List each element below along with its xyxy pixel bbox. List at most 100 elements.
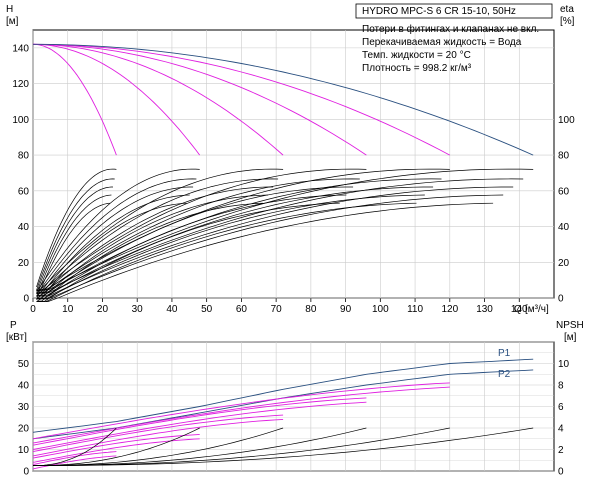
top-ytick-right-label: 40 <box>558 222 570 233</box>
eta-curve-1-3 <box>36 186 113 294</box>
top-xtick-label: 60 <box>236 304 248 315</box>
chart-title: HYDRO MPC-S 6 CR 15-10, 50Hz <box>362 6 516 17</box>
top-xtick-label: 140 <box>511 304 528 315</box>
eta-curve-4-1 <box>36 168 367 292</box>
eta-curve-6-4 <box>36 194 504 300</box>
top-ylabel-right: eta <box>560 4 574 15</box>
bottom-ylabel: P <box>10 320 17 331</box>
power-magenta-2-1 <box>32 433 200 459</box>
top-xtick-label: 30 <box>132 304 144 315</box>
eta-curve-2-5 <box>36 202 187 302</box>
power-magenta-1-1 <box>32 451 117 466</box>
top-ytick-label: 140 <box>12 43 29 54</box>
top-xtick-label: 70 <box>271 304 283 315</box>
top-ytick-label: 20 <box>18 258 30 269</box>
top-xtick-label: 130 <box>476 304 493 315</box>
top-xtick-label: 40 <box>166 304 178 315</box>
top-ytick-right-label: 60 <box>558 186 570 197</box>
bottom-ytick-label: 40 <box>18 381 30 392</box>
power-magenta-3-2 <box>32 418 284 457</box>
h-curve-3-pumps <box>32 43 284 156</box>
bottom-ytick-label: 50 <box>18 359 30 370</box>
eta-curve-2-3 <box>36 186 194 297</box>
bottom-ytick-right-label: 10 <box>558 359 570 370</box>
top-xtick-label: 80 <box>305 304 317 315</box>
h-curve-2-pumps <box>32 43 201 156</box>
eta-curve-1-1 <box>36 168 117 288</box>
top-ytick-label: 60 <box>18 186 30 197</box>
bottom-ytick-label: 0 <box>23 467 29 478</box>
bottom-ytick-label: 30 <box>18 402 30 413</box>
eta-curve-2-2 <box>36 178 197 294</box>
eta-curve-3-1 <box>36 168 284 292</box>
bottom-ytick-right-label: 6 <box>558 402 564 413</box>
eta-curve-2-4 <box>36 194 190 300</box>
eta-curve-5-2 <box>36 178 442 294</box>
power-magenta-1-2 <box>32 455 117 470</box>
top-yunit: [м] <box>6 16 19 27</box>
eta-curve-2-1 <box>36 168 200 292</box>
top-ytick-right-label: 20 <box>558 258 570 269</box>
power-magenta-4-1 <box>32 397 367 446</box>
title-box <box>355 3 553 19</box>
top-curves <box>32 43 534 302</box>
top-xtick-label: 120 <box>441 304 458 315</box>
top-ytick-label: 120 <box>12 79 29 90</box>
xlabel: Q <box>514 304 522 315</box>
top-xtick-label: 50 <box>201 304 213 315</box>
bottom-ytick-right-label: 8 <box>558 381 564 392</box>
top-xtick-label: 10 <box>62 304 74 315</box>
note-line-1: Потери в фитингах и клапанах не вкл. <box>362 23 539 35</box>
eta-curve-3-2 <box>36 178 279 294</box>
eta-curve-6-1 <box>36 168 534 292</box>
eta-curve-1-2 <box>36 178 115 291</box>
top-ytick-label: 0 <box>23 294 29 305</box>
top-xtick-label: 100 <box>372 304 389 315</box>
eta-curve-1-5 <box>36 202 110 300</box>
top-ytick-right-label: 80 <box>558 151 570 162</box>
eta-curve-4-3 <box>36 186 354 297</box>
top-xtick-label: 110 <box>407 304 423 315</box>
note-line-4: Плотность = 998.2 кг/м³ <box>362 63 472 74</box>
power-curve-P1 <box>32 358 534 433</box>
eta-curve-4-5 <box>36 202 340 302</box>
legend-p2: P2 <box>498 369 511 380</box>
eta-curve-6-3 <box>36 186 514 297</box>
top-ylabel: H <box>6 4 13 15</box>
bottom-ytick-right-label: 2 <box>558 445 564 456</box>
legend-p1: P1 <box>498 348 511 359</box>
bottom-ytick-right-label: 0 <box>558 467 564 478</box>
top-ytick-label: 80 <box>18 151 30 162</box>
power-magenta-2-2 <box>32 438 200 463</box>
h-curve-1-pumps <box>32 43 117 156</box>
npsh-curve-6 <box>33 427 534 466</box>
power-magenta-4-2 <box>32 401 367 450</box>
h-curve-5-pumps <box>32 43 451 156</box>
top-ytick-label: 40 <box>18 222 30 233</box>
bottom-curves <box>32 358 534 470</box>
npsh-curve-1 <box>33 427 117 466</box>
top-xtick-label: 0 <box>30 304 36 315</box>
bottom-ytick-right-label: 4 <box>558 424 564 435</box>
eta-curve-6-2 <box>36 178 524 294</box>
eta-curve-5-1 <box>36 168 450 292</box>
bottom-yunit-right: [м] <box>564 332 577 343</box>
axis-labels: 0 10 20 30 40 50 60 70 80 90 100 110 120 130 140020406… <box>12 43 575 477</box>
npsh-curve-2 <box>33 427 200 466</box>
note-line-3: Темп. жидкости = 20 °C <box>362 50 471 61</box>
bottom-ylabel-right: NPSH <box>556 320 584 331</box>
power-magenta-5-2 <box>32 386 450 444</box>
eta-curve-6-5 <box>36 202 494 302</box>
power-magenta-3-1 <box>32 414 284 453</box>
note-line-2: Перекачиваемая жидкость = Вода <box>362 37 522 48</box>
power-magenta-5-1 <box>32 382 450 440</box>
xunit: [м³/ч] <box>525 304 549 315</box>
bottom-grid <box>32 341 555 472</box>
eta-curve-1-4 <box>36 194 112 297</box>
top-xtick-label: 90 <box>340 304 352 315</box>
h-curve-max <box>33 43 534 156</box>
top-yunit-right: [%] <box>560 16 575 27</box>
top-ytick-label: 100 <box>12 115 29 126</box>
